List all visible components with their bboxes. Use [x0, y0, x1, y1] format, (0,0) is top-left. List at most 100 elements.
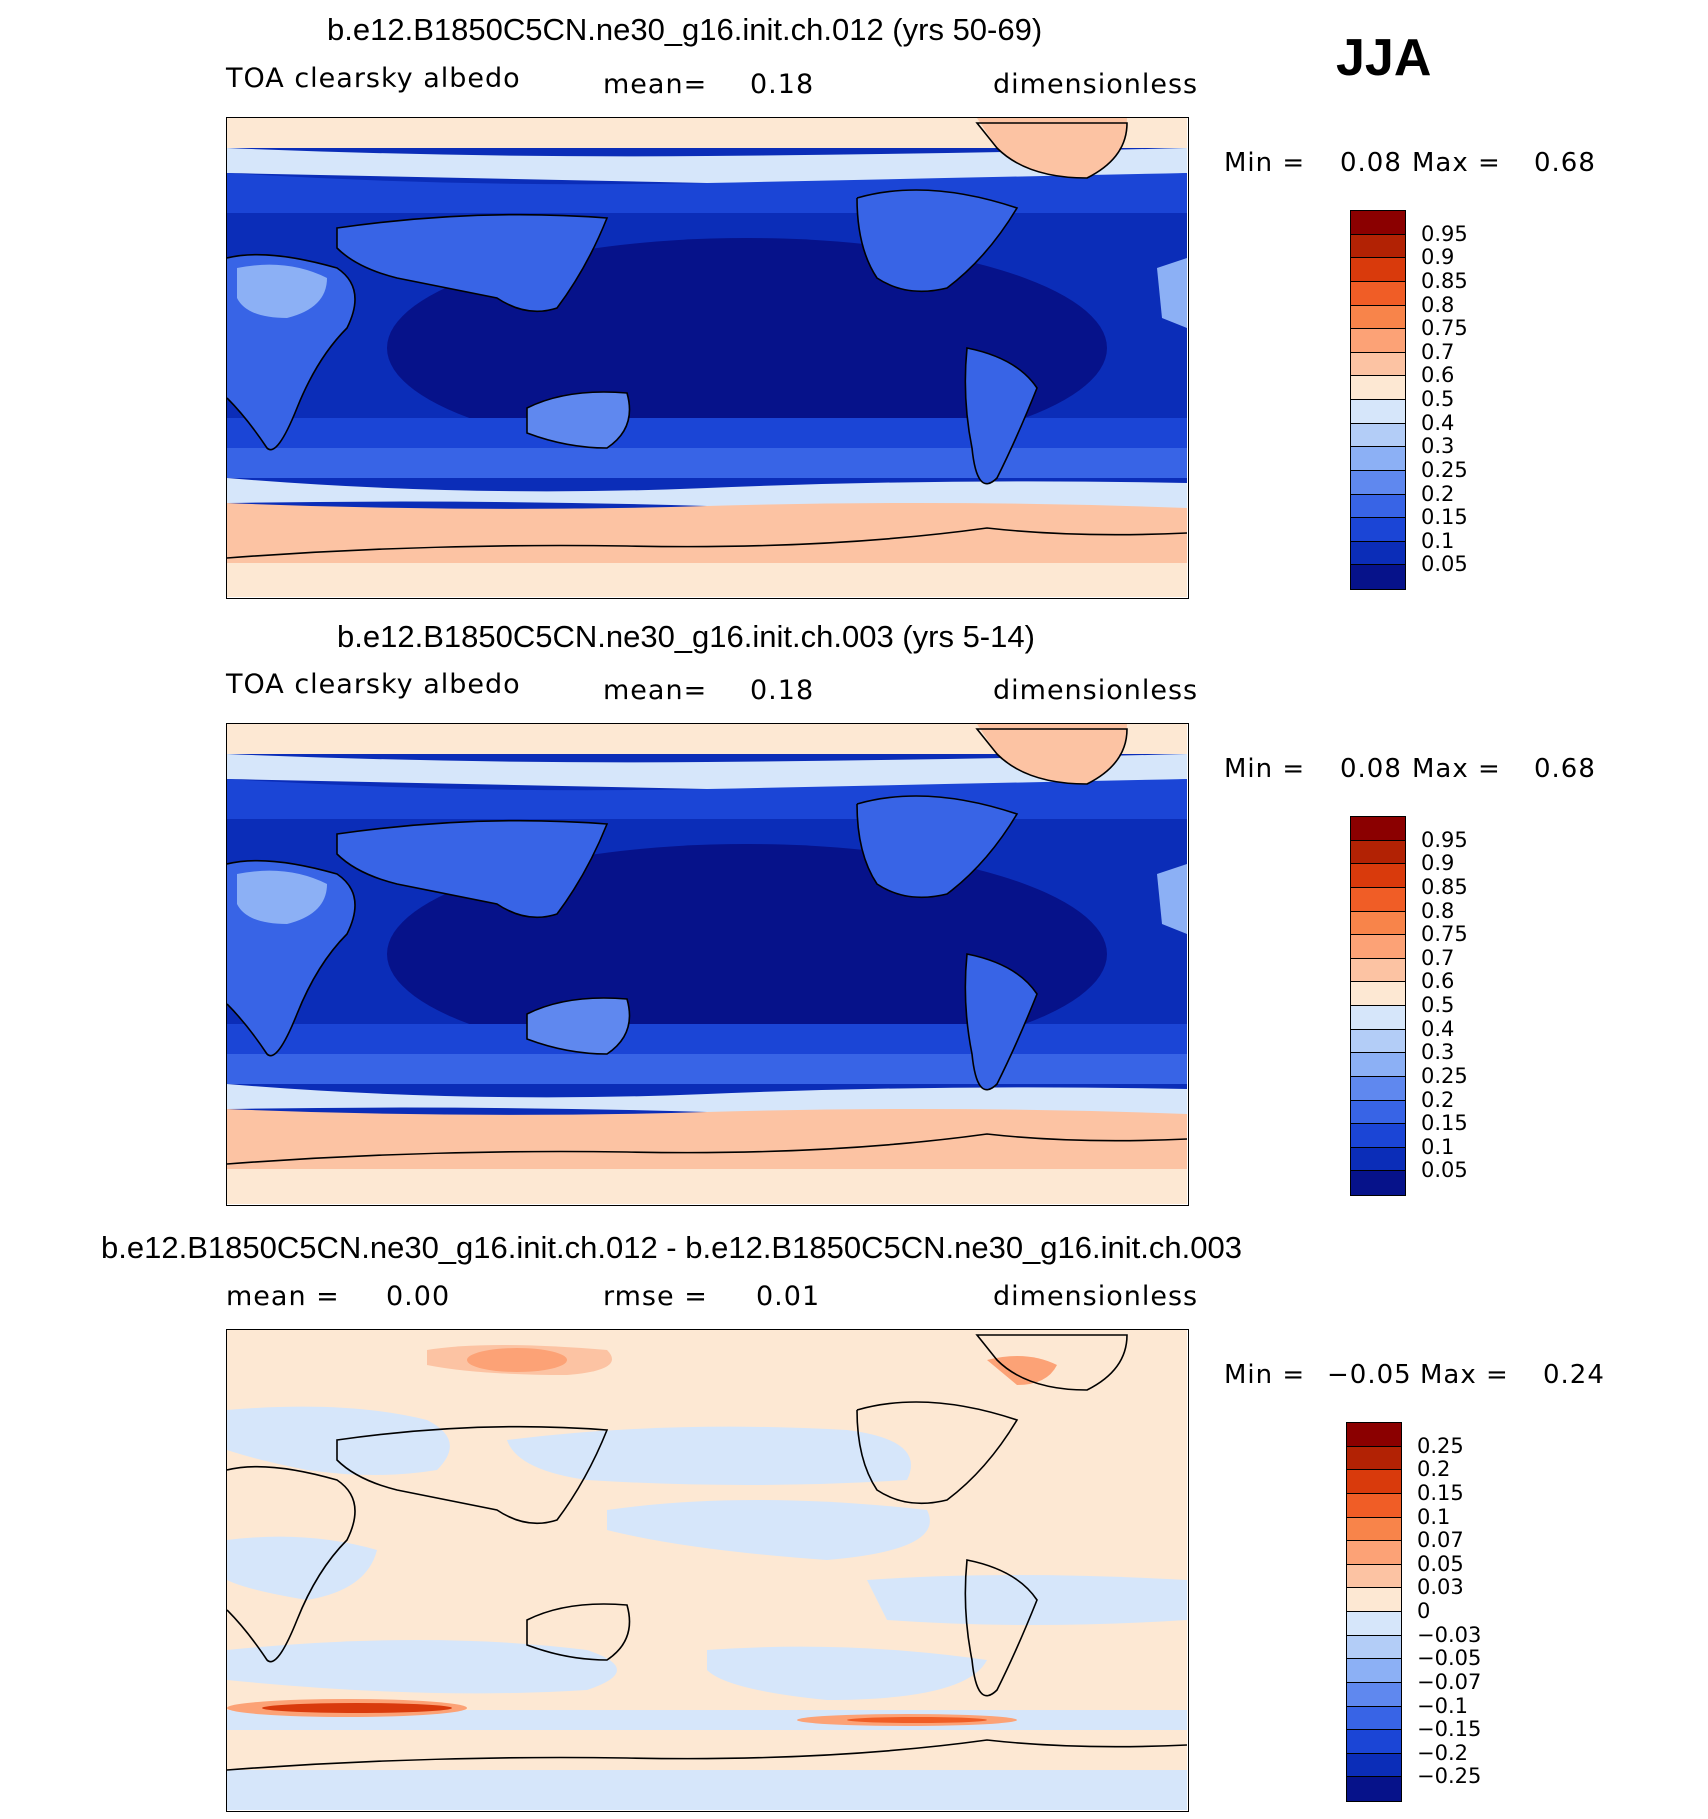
- colorbar-label: 0.85: [1421, 268, 1468, 293]
- panel-1-mean-value: 0.18: [750, 69, 815, 100]
- colorbar-swatch: [1347, 1588, 1401, 1612]
- panel-2-min-value: 0.08: [1340, 754, 1402, 784]
- panel-2-colorbar-labels: 0.95 0.9 0.85 0.8 0.75 0.7 0.6 0.5 0.4 0.3 0.25 0.2…: [1421, 816, 1521, 1196]
- panel-3-mean-label: mean =: [226, 1281, 340, 1312]
- panel-2-max-value: 0.68: [1534, 754, 1596, 784]
- panel-3-colorbar-labels: 0.25 0.2 0.15 0.1 0.07 0.05 0.03 0 −0.03 −0.05 −0.…: [1417, 1422, 1527, 1802]
- colorbar-label: 0.5: [1421, 993, 1455, 1017]
- colorbar-swatch: [1351, 400, 1405, 424]
- colorbar-label: 0.25: [1421, 1063, 1468, 1088]
- panel-1-map: [226, 117, 1189, 599]
- colorbar-swatch: [1351, 376, 1405, 400]
- colorbar-swatch: [1351, 864, 1405, 888]
- colorbar-swatch: [1351, 1171, 1405, 1195]
- colorbar-swatch: [1351, 258, 1405, 282]
- colorbar-label: 0.75: [1421, 316, 1468, 341]
- colorbar-swatch: [1347, 1517, 1401, 1542]
- colorbar-label: 0.85: [1421, 874, 1468, 899]
- panel-1-map-field: [227, 118, 1187, 597]
- colorbar-label: 0.1: [1421, 1134, 1455, 1159]
- panel-2-map-field: [227, 724, 1187, 1204]
- colorbar-label: 0.1: [1421, 528, 1455, 553]
- panel-3-title: b.e12.B1850C5CN.ne30_g16.init.ch.012 - b…: [101, 1230, 1242, 1265]
- colorbar-label: 0.07: [1417, 1528, 1464, 1553]
- colorbar-swatch: [1351, 887, 1405, 912]
- panel-2-min-label: Min =: [1224, 754, 1306, 784]
- colorbar-swatch: [1347, 1564, 1401, 1589]
- colorbar-swatch: [1351, 1029, 1405, 1054]
- colorbar-swatch: [1351, 423, 1405, 448]
- colorbar-swatch: [1351, 211, 1405, 235]
- panel-2-mean-value: 0.18: [750, 675, 815, 706]
- panel-2-colorbar: [1350, 816, 1406, 1196]
- colorbar-label: 0.1: [1417, 1504, 1451, 1529]
- colorbar-label: 0.05: [1421, 552, 1468, 577]
- colorbar-swatch: [1351, 982, 1405, 1006]
- colorbar-swatch: [1347, 1470, 1401, 1494]
- panel-3-max-label: Max =: [1420, 1360, 1509, 1390]
- colorbar-label: 0.8: [1421, 898, 1455, 923]
- colorbar-swatch: [1351, 352, 1405, 377]
- colorbar-label: −0.07: [1417, 1669, 1482, 1694]
- colorbar-swatch: [1351, 1100, 1405, 1125]
- panel-1-min-label: Min =: [1224, 148, 1306, 178]
- colorbar-swatch: [1351, 234, 1405, 259]
- panel-1-mean-label: mean=: [603, 69, 708, 100]
- colorbar-swatch: [1347, 1730, 1401, 1754]
- colorbar-label: 0.6: [1421, 969, 1455, 994]
- colorbar-label: −0.03: [1417, 1622, 1482, 1647]
- colorbar-label: −0.25: [1417, 1764, 1482, 1789]
- panel-2-map: [226, 723, 1189, 1206]
- panel-3-colorbar: [1346, 1422, 1402, 1802]
- colorbar-swatch: [1347, 1612, 1401, 1636]
- colorbar-label: −0.05: [1417, 1646, 1482, 1671]
- colorbar-label: 0.9: [1421, 851, 1455, 876]
- colorbar-swatch: [1351, 1053, 1405, 1077]
- colorbar-swatch: [1347, 1493, 1401, 1518]
- colorbar-swatch: [1351, 281, 1405, 306]
- panel-3-map: [226, 1329, 1189, 1812]
- colorbar-swatch: [1347, 1446, 1401, 1471]
- panel-1-max-label: Max =: [1412, 148, 1501, 178]
- colorbar-label: 0.3: [1421, 434, 1455, 459]
- colorbar-swatch: [1351, 1124, 1405, 1148]
- colorbar-label: 0.15: [1417, 1480, 1464, 1505]
- panel-2-title: b.e12.B1850C5CN.ne30_g16.init.ch.003 (yr…: [337, 619, 1035, 654]
- colorbar-label: 0.95: [1421, 221, 1468, 246]
- colorbar-swatch: [1351, 494, 1405, 519]
- colorbar-label: 0.8: [1421, 292, 1455, 317]
- colorbar-swatch: [1347, 1706, 1401, 1731]
- colorbar-label: 0.7: [1421, 339, 1455, 364]
- colorbar-swatch: [1351, 470, 1405, 495]
- colorbar-swatch: [1347, 1541, 1401, 1565]
- panel-3-units: dimensionless: [993, 1281, 1199, 1312]
- colorbar-swatch: [1347, 1423, 1401, 1447]
- colorbar-label: 0.7: [1421, 945, 1455, 970]
- colorbar-label: 0.2: [1421, 1087, 1455, 1112]
- panel-3-min-label: Min =: [1224, 1360, 1306, 1390]
- colorbar-label: 0.6: [1421, 363, 1455, 388]
- colorbar-swatch: [1347, 1777, 1401, 1801]
- season-label: JJA: [1336, 29, 1432, 87]
- panel-3-rmse-value: 0.01: [756, 1281, 821, 1312]
- panel-1-colorbar: [1350, 210, 1406, 590]
- colorbar-label: 0.05: [1421, 1158, 1468, 1183]
- colorbar-label: −0.2: [1417, 1740, 1468, 1765]
- colorbar-label: −0.1: [1417, 1693, 1468, 1718]
- colorbar-swatch: [1351, 1076, 1405, 1101]
- colorbar-label: 0.25: [1417, 1433, 1464, 1458]
- colorbar-swatch: [1347, 1635, 1401, 1660]
- panel-1-colorbar-labels: 0.95 0.9 0.85 0.8 0.75 0.7 0.6 0.5 0.4 0.3 0.25 0.2…: [1421, 210, 1521, 590]
- colorbar-label: 0.4: [1421, 410, 1455, 435]
- colorbar-swatch: [1351, 305, 1405, 330]
- colorbar-label: 0.03: [1417, 1575, 1464, 1600]
- colorbar-label: 0.3: [1421, 1040, 1455, 1065]
- colorbar-swatch: [1351, 817, 1405, 841]
- colorbar-swatch: [1351, 329, 1405, 353]
- panel-2-variable-label: TOA clearsky albedo: [226, 669, 521, 700]
- colorbar-label: 0: [1417, 1599, 1431, 1623]
- colorbar-swatch: [1351, 1147, 1405, 1172]
- colorbar-label: 0.15: [1421, 505, 1468, 530]
- colorbar-swatch: [1351, 518, 1405, 542]
- colorbar-label: 0.95: [1421, 827, 1468, 852]
